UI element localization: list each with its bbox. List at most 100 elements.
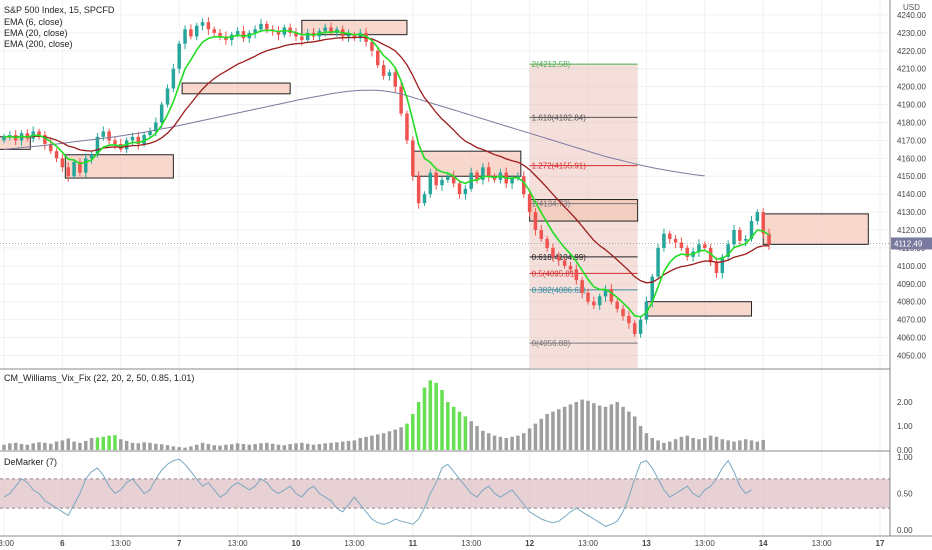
vix-bar [574,402,579,450]
vix-bar [235,443,240,450]
vix-bar [609,404,614,450]
vix-bar [329,442,333,450]
vix-bar [510,436,514,450]
price-tick-label: 4230.00 [897,29,926,38]
vix-tick-label: 1.00 [897,422,913,431]
vix-bar [738,440,742,450]
legend-demarker: DeMarker (7) [4,457,57,467]
legend-vix-fix: CM_Williams_Vix_Fix (22, 20, 2, 50, 0.85… [4,373,194,383]
candle-body [644,301,649,320]
vix-bar [603,406,608,450]
candle-body [428,172,433,195]
vix-bar [265,442,269,450]
candle-body [241,31,246,39]
candle-body [621,308,625,317]
candle-body [761,212,765,234]
vix-tick-label: 0.00 [897,446,913,455]
vix-bar [656,440,660,450]
vix-bar [230,444,234,450]
vix-bar [399,427,403,450]
vix-bar [516,435,520,450]
candle-body [171,68,176,89]
time-tick-label: 13:00 [812,539,833,548]
vix-bar [200,442,205,450]
candle-body [510,178,514,184]
vix-bar [627,411,631,450]
supply-demand-zone-2 [181,82,291,95]
candle-body [662,233,666,248]
candle-body [673,238,678,243]
vix-bar [615,402,619,450]
vix-bar [148,442,152,450]
vix-bar [107,435,111,450]
vix-bar [504,438,508,450]
candle-body [130,136,135,141]
fib-level-label-0: 2(4212.58) [532,60,571,69]
candle-body [265,23,269,30]
vix-bar [95,437,100,450]
vix-bar [159,444,164,450]
candle-body [399,86,403,114]
vix-bar [522,433,526,450]
fib-level-label-2: 1.272(4155.91) [532,162,587,171]
vix-bar [78,442,82,450]
candle-body [165,88,170,105]
candle-body [522,176,526,195]
current-price-value: 4112.49 [894,239,923,248]
price-tick-label: 4160.00 [897,154,926,163]
vix-bar [171,446,176,450]
candle-body [154,122,158,132]
supply-demand-zone-6 [645,301,753,317]
ema20-line [3,36,770,284]
vix-bar [486,433,491,450]
price-tick-label: 4070.00 [897,316,926,325]
price-tick-label: 4180.00 [897,118,926,127]
price-tick-label: 4090.00 [897,280,926,289]
legend-ema200: EMA (200, close) [4,39,73,49]
candle-body [434,172,438,186]
candle-body [25,133,30,139]
vix-bar [545,414,549,450]
vix-bar [679,436,684,450]
vix-bar [668,441,672,450]
vix-bar [43,442,47,450]
candle-body [755,212,760,222]
vix-bar [48,443,53,450]
vix-bar [743,439,748,450]
candle-body [457,183,462,195]
vix-bar [469,421,473,450]
time-tick-label: 13:00 [461,539,482,548]
candle-body [43,135,47,144]
time-tick-label: 6 [60,539,65,548]
supply-demand-zone-4 [412,150,522,177]
candle-body [72,161,76,177]
vix-bar [37,442,41,450]
candle-body [405,113,409,141]
vix-bar [60,440,65,450]
candle-body [37,131,41,136]
price-pane[interactable]: 2(4212.58) 1.618(4182.84) 1.272(4155.91) 1(… [0,17,890,368]
price-tick-label: 4240.00 [897,11,926,20]
candle-body [89,154,94,159]
candle-body [720,256,725,274]
vix-bar [311,444,316,450]
supply-demand-zone-1 [64,154,174,179]
time-tick-label: 13:00 [0,539,15,548]
vix-fix-pane[interactable] [2,380,765,450]
fib-level-label-5: 0.5(4095.81) [532,269,578,278]
vix-bar [358,438,362,450]
vix-bar [498,436,503,450]
demarker-pane[interactable] [0,458,890,527]
vix-bar [101,436,106,450]
price-tick-label: 4150.00 [897,172,926,181]
vix-bar [428,380,433,450]
vix-bar [557,409,561,450]
vix-bar [446,402,450,450]
supply-demand-zone-7 [762,213,869,245]
time-tick-label: 13:00 [578,539,599,548]
vix-bar [194,444,199,450]
price-tick-label: 4060.00 [897,334,926,343]
vix-bar [568,404,573,450]
candle-body [656,247,660,277]
